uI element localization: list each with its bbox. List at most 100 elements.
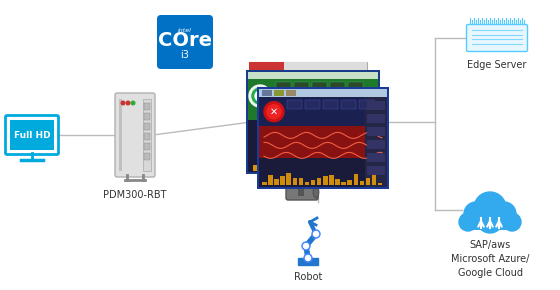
Bar <box>372 174 376 185</box>
FancyBboxPatch shape <box>157 15 213 69</box>
Bar <box>330 82 345 92</box>
Bar <box>286 90 296 96</box>
Bar <box>292 177 297 185</box>
Text: SAP/aws
Microsoft Azure/
Google Cloud: SAP/aws Microsoft Azure/ Google Cloud <box>451 240 529 278</box>
Circle shape <box>474 192 506 224</box>
Bar <box>312 98 327 108</box>
Text: ✕: ✕ <box>270 107 278 117</box>
Bar <box>298 186 304 196</box>
Bar <box>257 87 389 189</box>
FancyBboxPatch shape <box>280 90 327 98</box>
Circle shape <box>255 91 265 101</box>
Bar <box>144 153 150 160</box>
Bar <box>298 258 318 265</box>
Bar <box>367 114 385 123</box>
Circle shape <box>121 101 125 105</box>
Circle shape <box>267 105 281 119</box>
Bar <box>276 98 291 108</box>
Bar <box>262 182 267 185</box>
Ellipse shape <box>313 186 319 198</box>
FancyBboxPatch shape <box>290 76 327 84</box>
Text: PDM300-RBT: PDM300-RBT <box>103 190 167 200</box>
Circle shape <box>503 213 521 231</box>
Bar <box>262 90 272 96</box>
Bar <box>305 182 309 185</box>
Bar <box>341 100 356 109</box>
Bar <box>317 178 321 185</box>
Bar <box>248 72 378 79</box>
Circle shape <box>126 101 130 105</box>
Bar <box>259 97 387 126</box>
Circle shape <box>304 254 312 262</box>
FancyBboxPatch shape <box>6 115 58 155</box>
Bar <box>252 104 268 112</box>
Circle shape <box>304 244 309 249</box>
Bar <box>367 153 385 162</box>
Bar <box>281 176 285 185</box>
Bar <box>335 179 340 185</box>
Bar <box>248 72 378 120</box>
Bar <box>144 113 150 120</box>
Bar <box>280 167 285 171</box>
FancyBboxPatch shape <box>466 24 528 52</box>
Bar <box>294 168 299 171</box>
Bar <box>144 143 150 150</box>
Text: Edge Server: Edge Server <box>467 60 527 70</box>
Bar <box>252 90 268 98</box>
Bar <box>360 181 364 185</box>
Text: Full HD: Full HD <box>13 131 50 140</box>
Bar <box>144 133 150 140</box>
Bar <box>252 76 268 84</box>
Bar <box>273 162 278 171</box>
Bar <box>144 123 150 130</box>
Bar <box>10 120 54 150</box>
Bar <box>144 103 150 110</box>
Bar <box>321 169 326 171</box>
FancyBboxPatch shape <box>295 104 327 112</box>
Bar <box>342 166 347 171</box>
Bar <box>323 176 328 185</box>
Circle shape <box>464 202 488 226</box>
Circle shape <box>302 242 310 250</box>
Bar <box>287 167 292 171</box>
Bar <box>329 175 334 185</box>
Bar <box>365 97 387 187</box>
Bar <box>314 160 319 171</box>
Bar <box>367 140 385 149</box>
Bar <box>286 173 291 185</box>
Bar <box>294 82 309 92</box>
Bar <box>298 178 303 185</box>
Bar <box>362 165 367 171</box>
Text: intel: intel <box>178 28 192 32</box>
Bar <box>301 159 306 171</box>
Bar <box>328 157 333 171</box>
Circle shape <box>312 230 320 238</box>
Bar <box>259 126 387 158</box>
Bar <box>367 101 385 110</box>
Bar <box>259 89 387 97</box>
Bar <box>260 157 265 171</box>
Circle shape <box>249 85 271 107</box>
Bar <box>307 162 312 171</box>
Circle shape <box>264 102 284 122</box>
Bar <box>252 118 268 126</box>
Bar <box>312 82 327 92</box>
Bar <box>378 183 382 185</box>
Circle shape <box>131 101 135 105</box>
Bar <box>259 158 387 187</box>
Text: i3: i3 <box>180 50 189 60</box>
Bar <box>253 164 258 171</box>
Circle shape <box>477 207 503 233</box>
FancyBboxPatch shape <box>285 118 337 126</box>
Bar <box>318 128 358 135</box>
Bar <box>330 98 345 108</box>
Bar <box>249 62 367 70</box>
Bar <box>368 163 374 171</box>
Bar <box>268 175 273 185</box>
Bar <box>355 167 360 171</box>
Bar <box>119 99 122 171</box>
Bar <box>246 70 380 174</box>
FancyBboxPatch shape <box>115 93 155 177</box>
Bar <box>353 174 358 185</box>
Bar <box>335 159 339 171</box>
